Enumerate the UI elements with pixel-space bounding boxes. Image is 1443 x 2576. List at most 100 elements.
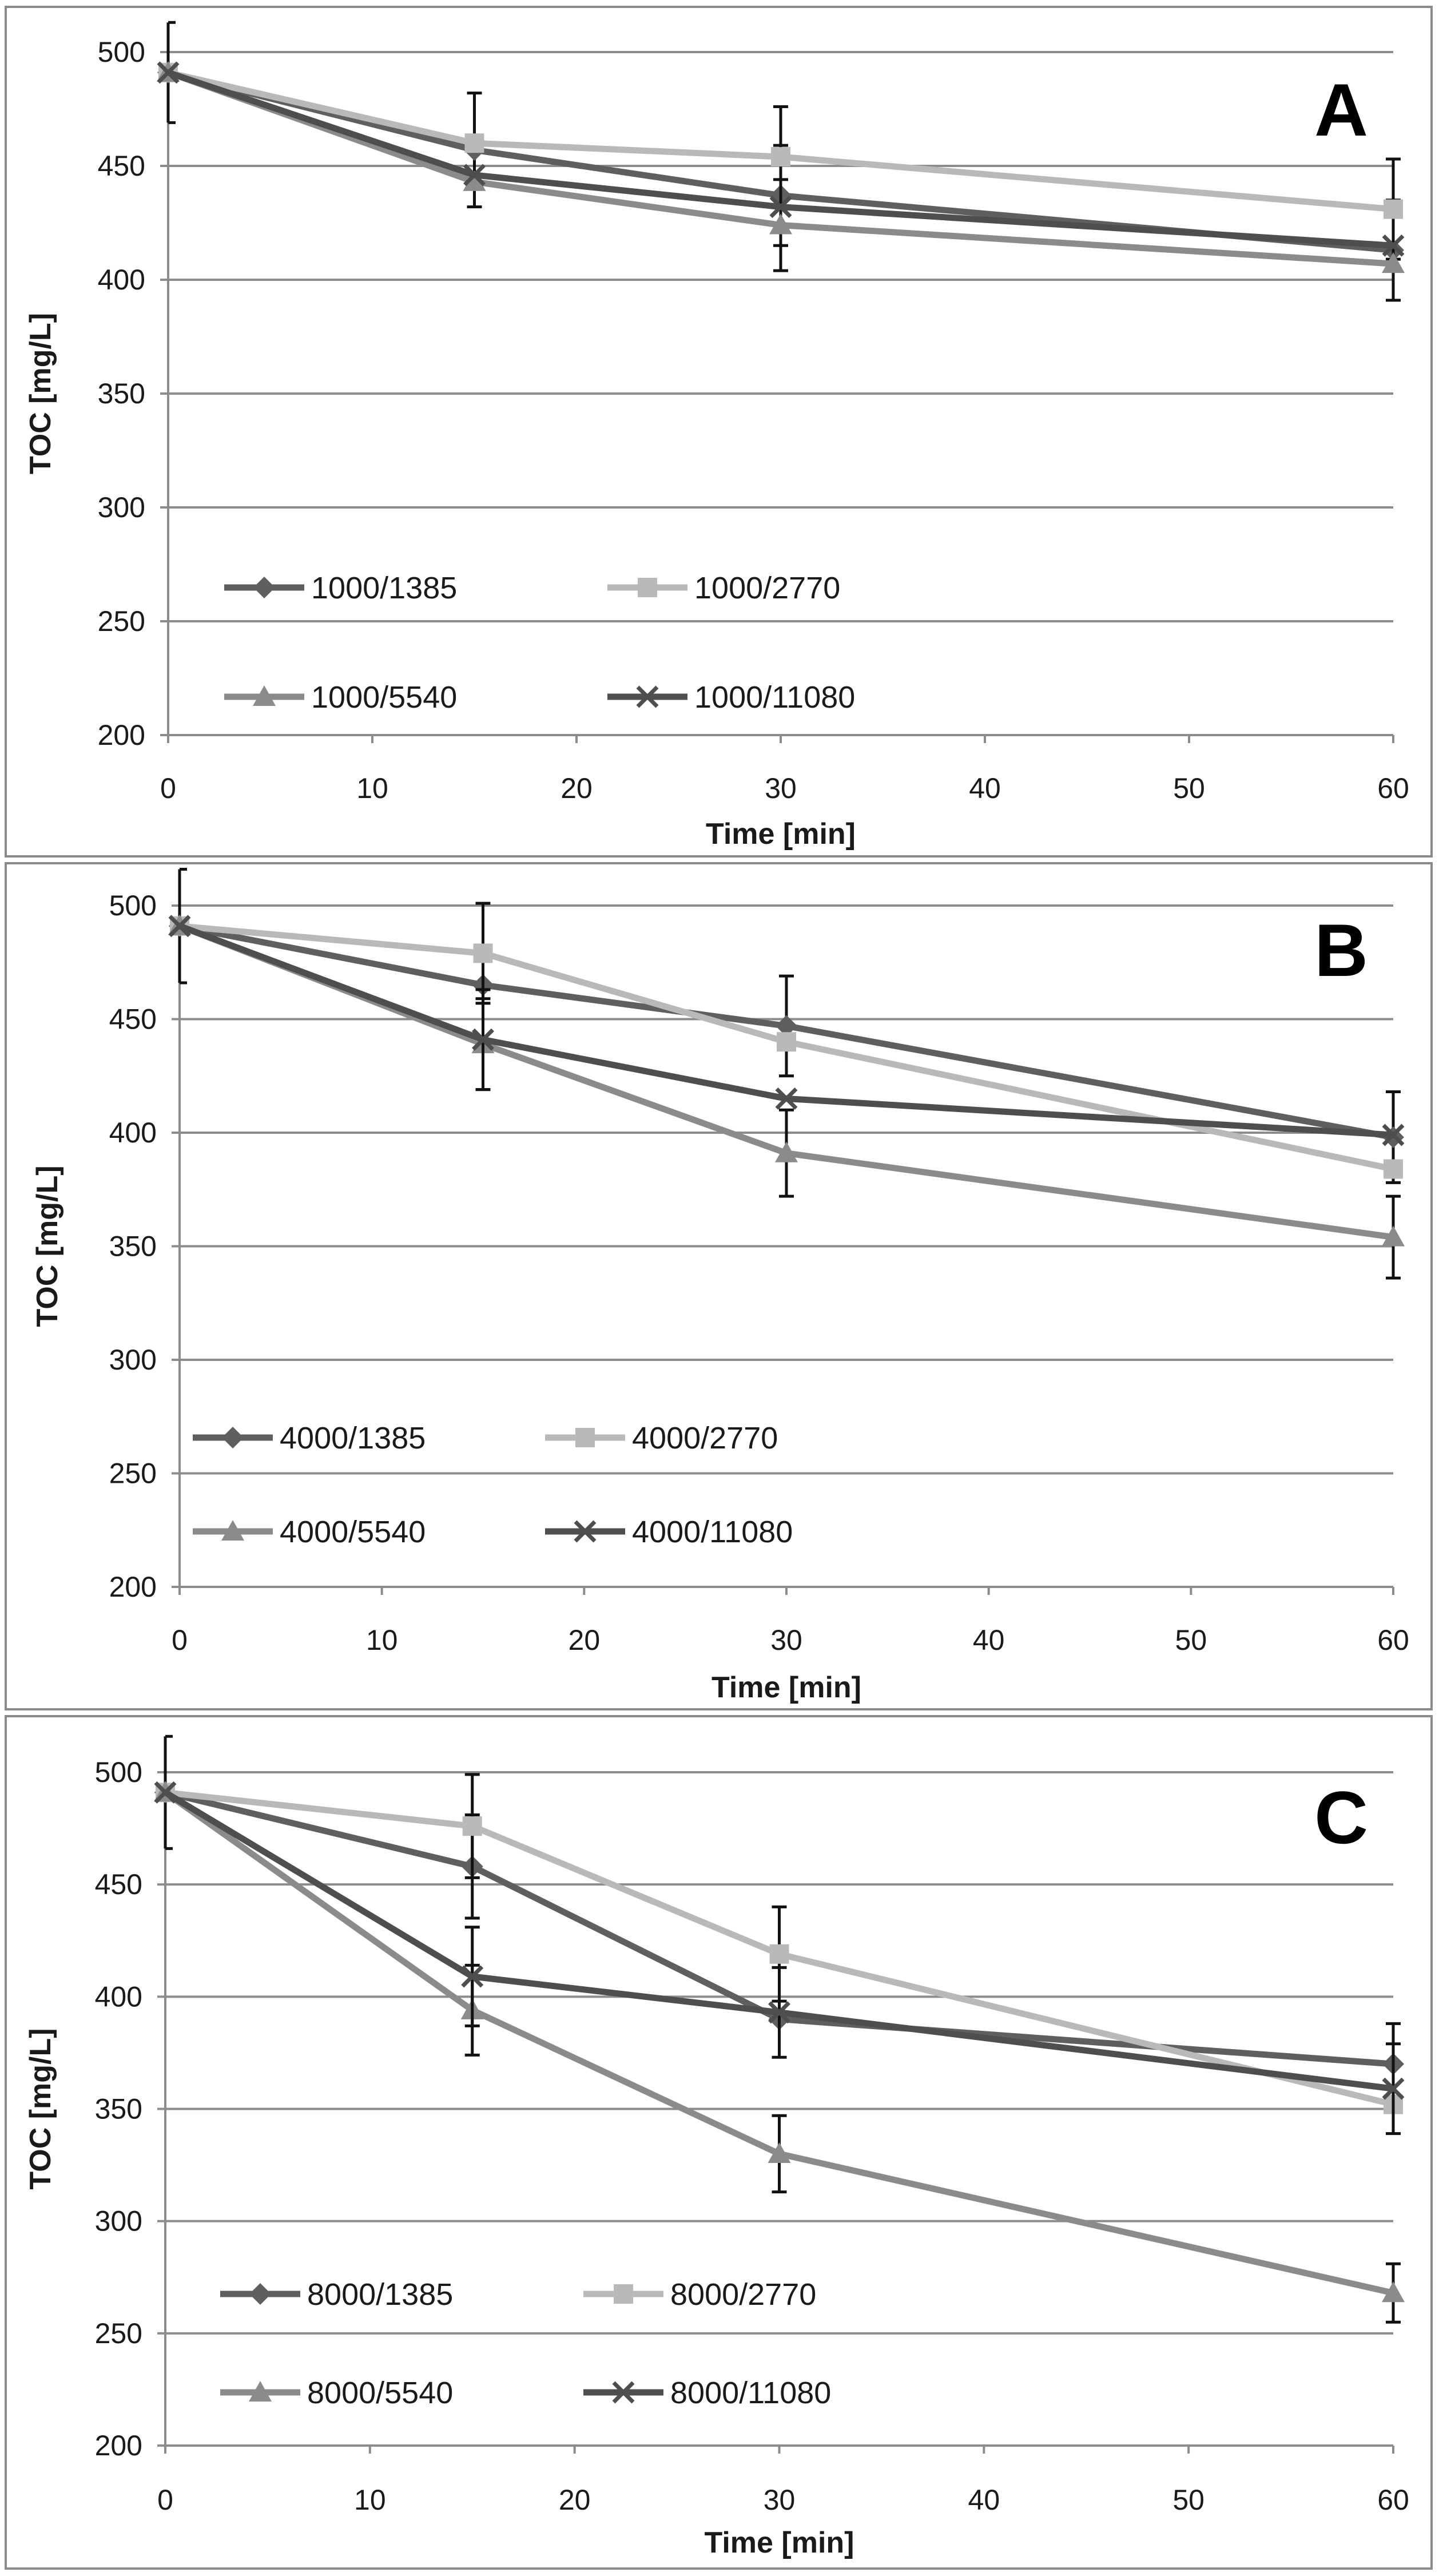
panel-frame (5, 6, 1433, 858)
legend-label: 8000/11080 (670, 2376, 831, 2410)
legend-label: 8000/5540 (307, 2376, 453, 2410)
series-line (176, 923, 1397, 1141)
y-tick-label: 450 (109, 1003, 157, 1035)
x-tick-label: 10 (366, 1624, 398, 1656)
y-tick-label: 250 (98, 605, 145, 637)
legend-label: 8000/1385 (307, 2277, 453, 2312)
series-line (162, 1789, 1397, 2108)
data-point (168, 915, 191, 938)
legend-marker (614, 2284, 633, 2304)
y-tick-label: 400 (95, 1980, 142, 2013)
x-axis-title: Time [min] (705, 2526, 854, 2559)
legend-entry: 8000/5540 (220, 2376, 453, 2410)
data-point (1384, 1159, 1403, 1179)
data-point (775, 1141, 798, 1162)
data-point (768, 2001, 790, 2024)
legend-marker (222, 1427, 244, 1448)
legend-entry: 8000/11080 (583, 2376, 831, 2410)
panel-frame (5, 1715, 1433, 2570)
data-point (1382, 234, 1405, 257)
x-tick-label: 20 (560, 772, 593, 804)
data-point (768, 2142, 791, 2163)
series-line (165, 69, 1397, 249)
legend-marker (574, 1520, 597, 1543)
legend-entry: 1000/1385 (224, 571, 457, 605)
data-point (776, 1015, 797, 1037)
legend-label: 8000/2770 (670, 2277, 816, 2312)
x-tick-label: 10 (354, 2484, 386, 2516)
x-tick-label: 0 (160, 772, 176, 804)
y-axis-title: TOC [mg/L] (24, 2028, 57, 2189)
x-tick-label: 0 (157, 2484, 173, 2516)
y-tick-label: 250 (109, 1458, 157, 1490)
y-tick-label: 400 (98, 264, 145, 296)
legend-entry: 8000/1385 (220, 2277, 453, 2312)
legend-entry: 8000/2770 (583, 2277, 816, 2312)
legend-marker (638, 578, 657, 597)
y-tick-label: 500 (109, 890, 157, 922)
x-tick-label: 50 (1173, 772, 1205, 804)
y-axis-title: TOC [mg/L] (31, 1165, 64, 1327)
legend-entry: 4000/1385 (193, 1421, 426, 1455)
legend-marker (636, 685, 659, 708)
data-point (769, 1944, 789, 1964)
legend-label: 1000/1385 (311, 571, 457, 605)
data-point (1382, 2077, 1405, 2100)
legend-marker (253, 577, 275, 598)
x-tick-label: 60 (1377, 772, 1409, 804)
data-point (1382, 1225, 1405, 1247)
data-point (464, 133, 484, 153)
y-tick-label: 200 (95, 2430, 142, 2462)
x-tick-label: 40 (973, 1624, 1005, 1656)
x-tick-label: 20 (559, 2484, 591, 2516)
y-tick-label: 350 (98, 378, 145, 410)
x-tick-label: 30 (765, 772, 797, 804)
y-tick-label: 300 (95, 2205, 142, 2237)
chart-panel-b: 200 250 300 350 400 450 500 0 10 20 30 40 50 60 Time [… (5, 862, 1433, 1710)
data-point (771, 147, 790, 167)
legend-marker (575, 1428, 595, 1447)
x-tick-label: 0 (172, 1624, 188, 1656)
legend-entry: 1000/11080 (607, 680, 855, 715)
data-point (473, 943, 493, 963)
panel-letter: A (1314, 68, 1368, 152)
x-tick-label: 40 (969, 772, 1001, 804)
data-point (775, 1087, 798, 1110)
data-point (777, 1032, 796, 1052)
data-point (1382, 2281, 1405, 2303)
y-tick-label: 200 (109, 1571, 157, 1603)
legend-marker (612, 2381, 635, 2404)
series-1000-11080 (157, 61, 1405, 257)
x-tick-label: 20 (569, 1624, 601, 1656)
x-tick-label: 10 (356, 772, 388, 804)
legend-marker (253, 685, 276, 706)
y-tick-label: 400 (109, 1117, 157, 1149)
panel-letter: C (1314, 1776, 1368, 1859)
data-point (769, 196, 792, 219)
legend-label: 4000/2770 (632, 1421, 778, 1455)
data-point (1384, 199, 1403, 219)
legend-entry: 4000/5540 (193, 1515, 426, 1549)
legend-marker (249, 2283, 271, 2305)
series-line (165, 69, 1397, 213)
panel-frame (5, 862, 1433, 1710)
y-tick-label: 500 (95, 1756, 142, 1788)
x-tick-label: 50 (1175, 1624, 1207, 1656)
x-tick-label: 30 (770, 1624, 802, 1656)
data-point (157, 61, 180, 84)
legend-marker (221, 1520, 244, 1541)
chart-panel-a: 200 250 300 350 400 450 500 0 10 20 30 40 50 60 Time [… (5, 6, 1433, 858)
legend-label: 4000/1385 (280, 1421, 426, 1455)
data-point (461, 1965, 484, 1988)
series-line (165, 69, 1397, 253)
series-4000-11080 (168, 915, 1405, 1146)
data-point (472, 1028, 494, 1051)
data-point (462, 1816, 482, 1836)
y-tick-label: 250 (95, 2317, 142, 2349)
legend-entry: 1000/2770 (607, 571, 840, 605)
series-8000-5540 (154, 1781, 1405, 2324)
series-line (162, 1789, 1397, 2067)
legend-entry: 4000/2770 (545, 1421, 778, 1455)
series-1000-2770 (158, 62, 1403, 261)
